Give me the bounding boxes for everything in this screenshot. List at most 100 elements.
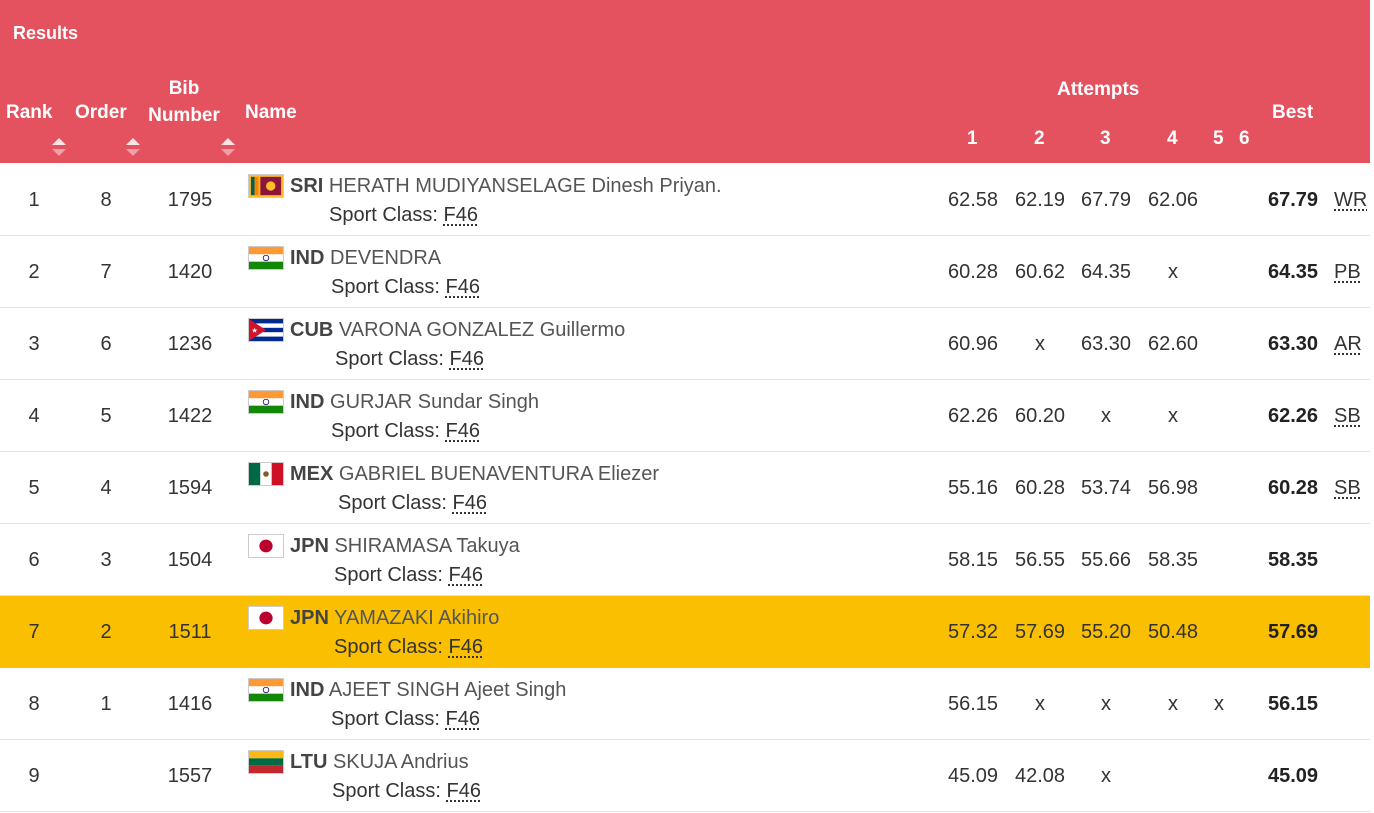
athlete-name[interactable]: CUB VARONA GONZALEZ Guillermo	[290, 318, 625, 342]
table-row[interactable]: 7 2 1511 JPN YAMAZAKI Akihiro Sport Class: F…	[0, 596, 1370, 668]
attempt-2-cell: 42.08	[1014, 765, 1066, 787]
table-row[interactable]: 4 5 1422 IND GURJAR Sundar Singh Sport Class…	[0, 380, 1370, 452]
sport-class: Sport Class: F46	[332, 779, 481, 803]
attempt-2-cell: 62.19	[1014, 189, 1066, 211]
sport-class-value[interactable]: F46	[445, 420, 480, 442]
mexico-flag-icon	[248, 462, 284, 486]
sport-class-value[interactable]: F46	[445, 708, 480, 730]
attempts-header: Attempts	[1057, 79, 1140, 100]
sport-class-label: Sport Class:	[331, 420, 440, 442]
table-header: Results Rank Order Bib Number Name Attem…	[0, 0, 1370, 163]
sport-class-value[interactable]: F46	[445, 276, 480, 298]
sport-class-value[interactable]: F46	[448, 564, 483, 586]
athlete-full-name: GURJAR Sundar Singh	[330, 391, 539, 413]
attempt-5-cell: x	[1214, 693, 1224, 715]
india-flag-icon	[248, 390, 284, 414]
table-row[interactable]: 6 3 1504 JPN SHIRAMASA Takuya Sport Class: F…	[0, 524, 1370, 596]
order-sort-icon[interactable]	[126, 138, 140, 158]
attempt-1-cell: 57.32	[947, 621, 999, 643]
athlete-name[interactable]: LTU SKUJA Andrius	[290, 750, 469, 774]
record-badge[interactable]: PB	[1334, 261, 1361, 283]
bib-cell: 1420	[167, 261, 213, 283]
record-badge[interactable]: SB	[1334, 477, 1361, 499]
record-badge[interactable]: WR	[1334, 189, 1368, 211]
bib-header-line1: Bib	[168, 78, 200, 99]
name-column-header: Name	[245, 102, 297, 123]
attempt-2-cell: x	[1035, 693, 1045, 715]
best-cell: 45.09	[1267, 765, 1319, 787]
order-cell: 4	[100, 477, 112, 499]
sport-class: Sport Class: F46	[335, 347, 484, 371]
athlete-name[interactable]: SRI HERATH MUDIYANSELAGE Dinesh Priyan.	[290, 174, 722, 198]
athlete-name[interactable]: IND AJEET SINGH Ajeet Singh	[290, 678, 566, 702]
sport-class-value[interactable]: F46	[452, 492, 487, 514]
attempt-4-cell: x	[1168, 693, 1178, 715]
sport-class: Sport Class: F46	[338, 491, 487, 515]
record-badge[interactable]: AR	[1334, 333, 1362, 355]
attempt-2-cell: 56.55	[1014, 549, 1066, 571]
bib-sort-icon[interactable]	[221, 138, 235, 158]
attempt-2-cell: 60.20	[1014, 405, 1066, 427]
attempt-4-cell: x	[1168, 405, 1178, 427]
table-row[interactable]: 8 1 1416 IND AJEET SINGH Ajeet Singh Sport C…	[0, 668, 1370, 740]
rank-column-header[interactable]: Rank	[6, 102, 53, 123]
noc-code: JPN	[290, 607, 329, 629]
order-cell: 6	[100, 333, 112, 355]
bib-number-column-header[interactable]: Bib Number	[148, 75, 220, 129]
order-column-header[interactable]: Order	[75, 102, 127, 123]
attempt-1-cell: 58.15	[947, 549, 999, 571]
attempt-4-cell: x	[1168, 261, 1178, 283]
order-cell: 5	[100, 405, 112, 427]
athlete-full-name: DEVENDRA	[330, 247, 442, 269]
best-cell: 63.30	[1267, 333, 1319, 355]
attempt-3-cell: 55.66	[1080, 549, 1132, 571]
sport-class: Sport Class: F46	[331, 275, 480, 299]
sport-class: Sport Class: F46	[331, 419, 480, 443]
noc-code: JPN	[290, 535, 329, 557]
order-cell: 8	[100, 189, 112, 211]
athlete-name[interactable]: IND GURJAR Sundar Singh	[290, 390, 539, 414]
record-badge[interactable]: SB	[1334, 405, 1361, 427]
attempt-3-cell: x	[1101, 765, 1111, 787]
noc-code: IND	[290, 391, 325, 413]
athlete-name[interactable]: JPN YAMAZAKI Akihiro	[290, 606, 499, 630]
attempt-1-cell: 55.16	[947, 477, 999, 499]
rank-cell: 2	[28, 261, 40, 283]
noc-code: CUB	[290, 319, 334, 341]
table-row[interactable]: 9 1557 LTU SKUJA Andrius Sport Class: F46 45…	[0, 740, 1370, 812]
bib-header-line2: Number	[148, 105, 220, 126]
attempt-1-cell: 60.28	[947, 261, 999, 283]
best-cell: 62.26	[1267, 405, 1319, 427]
attempt-6-header: 6	[1239, 128, 1250, 149]
attempt-3-cell: x	[1101, 405, 1111, 427]
attempt-4-cell: 62.60	[1147, 333, 1199, 355]
table-row[interactable]: 5 4 1594 MEX GABRIEL BUENAVENTURA Eliezer Sp…	[0, 452, 1370, 524]
bib-cell: 1594	[167, 477, 213, 499]
athlete-name[interactable]: JPN SHIRAMASA Takuya	[290, 534, 520, 558]
best-cell: 56.15	[1267, 693, 1319, 715]
table-row[interactable]: 3 6 1236 CUB VARONA GONZALEZ Guillermo Sport…	[0, 308, 1370, 380]
sport-class-label: Sport Class:	[329, 204, 438, 226]
bib-cell: 1504	[167, 549, 213, 571]
table-row[interactable]: 1 8 1795 SRI HERATH MUDIYANSELAGE Dinesh Pr…	[0, 164, 1370, 236]
athlete-name[interactable]: MEX GABRIEL BUENAVENTURA Eliezer	[290, 462, 659, 486]
sport-class-value[interactable]: F46	[448, 636, 483, 658]
lithuania-flag-icon	[248, 750, 284, 774]
sport-class-value[interactable]: F46	[446, 780, 481, 802]
attempt-1-cell: 60.96	[947, 333, 999, 355]
order-cell: 2	[100, 621, 112, 643]
athlete-name[interactable]: IND DEVENDRA	[290, 246, 441, 270]
attempt-1-header: 1	[967, 128, 978, 149]
sport-class-value[interactable]: F46	[449, 348, 484, 370]
noc-code: MEX	[290, 463, 334, 485]
rank-cell: 7	[28, 621, 40, 643]
table-row[interactable]: 2 7 1420 IND DEVENDRA Sport Class: F46 60.28 6…	[0, 236, 1370, 308]
best-cell: 60.28	[1267, 477, 1319, 499]
attempt-4-header: 4	[1167, 128, 1178, 149]
attempt-1-cell: 62.26	[947, 405, 999, 427]
attempt-3-cell: 55.20	[1080, 621, 1132, 643]
sport-class-value[interactable]: F46	[443, 204, 478, 226]
attempt-4-cell: 58.35	[1147, 549, 1199, 571]
bib-cell: 1416	[167, 693, 213, 715]
rank-sort-icon[interactable]	[52, 138, 66, 158]
